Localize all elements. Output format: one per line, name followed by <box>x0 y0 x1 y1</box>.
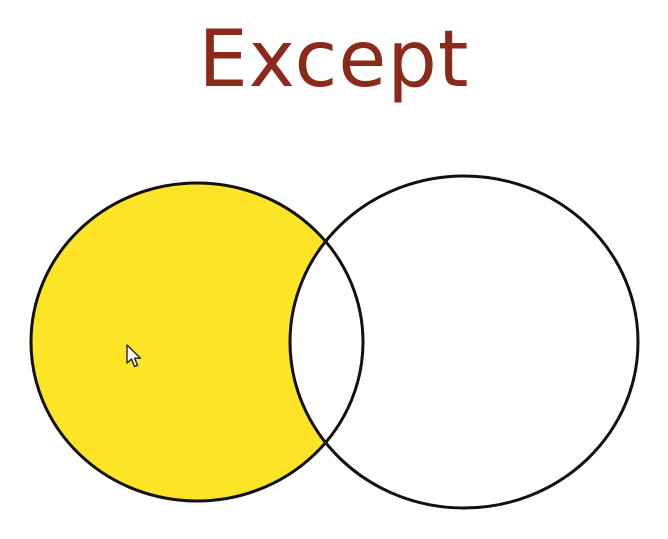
page-title: Except <box>198 15 470 105</box>
left-only-region <box>31 183 363 501</box>
mouse-pointer-icon <box>126 344 142 368</box>
left-circle <box>29 181 365 503</box>
right-circle <box>288 174 640 510</box>
